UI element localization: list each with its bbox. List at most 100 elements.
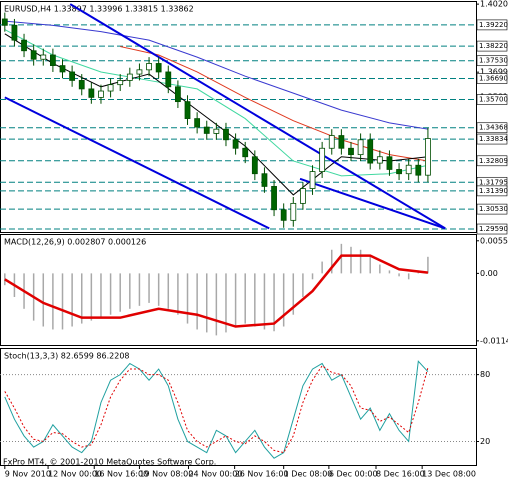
level-label: 1.30530	[479, 205, 508, 213]
level-label: 1.29590	[479, 225, 508, 233]
candle-body	[223, 128, 229, 141]
candle-body	[98, 90, 104, 98]
candle-body	[271, 186, 277, 211]
x-tick-label: 26 Nov 16:00	[235, 470, 289, 479]
candle-body	[174, 86, 181, 103]
candle-body	[386, 156, 393, 170]
candle-body	[117, 80, 124, 86]
line	[4, 33, 428, 196]
panel-title: Stoch(13,3,3) 82.6599 86.2208	[4, 352, 130, 361]
candle-body	[126, 73, 133, 81]
x-tick-label: 24 Nov 00:00	[188, 470, 242, 479]
level-label-box	[476, 203, 508, 215]
level-label-box	[476, 185, 508, 197]
candle-body	[338, 135, 345, 149]
level-label: 1.33834	[479, 135, 508, 143]
line	[120, 46, 429, 162]
level-label: 1.39220	[479, 21, 508, 29]
level-label: 1.35700	[479, 96, 508, 104]
panel-title: MACD(12,26,9) 0.002807 0.000126	[4, 238, 146, 247]
y-tick-label: 0.00	[480, 269, 498, 278]
candle-body	[184, 101, 191, 119]
candle-body	[21, 39, 27, 52]
candle-body	[165, 71, 172, 88]
y-tick-label: 80	[480, 370, 490, 379]
y-tick-label: 1.40200	[480, 0, 508, 9]
level-label: 1.31795	[479, 178, 508, 186]
level-label-box	[476, 94, 508, 105]
stoch-panel	[0, 348, 477, 466]
line	[4, 360, 429, 459]
candle-body	[69, 71, 76, 81]
panel-title: EURUSD,H4 1.33897 1.33996 1.33815 1.3386…	[4, 5, 194, 14]
footer: FxPro MT4, © 2001-2010 MetaQuotes Softwa…	[3, 458, 216, 467]
x-tick-label: 8 Dec 16:00	[376, 470, 425, 479]
candle-body	[11, 24, 18, 41]
candle-body	[107, 84, 114, 92]
candle-body	[49, 54, 56, 66]
candle-body	[290, 202, 297, 221]
candle-body	[251, 156, 258, 175]
line	[4, 96, 270, 230]
candle-body	[40, 54, 47, 60]
level-label: 1.36690	[479, 75, 508, 83]
level-label: 1.31390	[479, 187, 508, 195]
candle-body	[367, 139, 374, 164]
candle-body	[213, 128, 220, 134]
level-label: 1.32809	[479, 157, 508, 165]
candle-body	[328, 135, 335, 149]
y-tick-label: 20	[480, 437, 490, 446]
level-label-box	[476, 40, 508, 52]
x-tick-label: 19 Nov 08:00	[139, 470, 193, 479]
candle-body	[78, 80, 85, 90]
candle-body	[309, 171, 316, 189]
candle-body	[1, 18, 8, 26]
candle-body	[280, 209, 287, 221]
level-label: 1.38220	[479, 42, 508, 50]
level-label-box	[476, 155, 508, 167]
candle-body	[155, 63, 162, 73]
candle-body	[425, 138, 431, 176]
level-label: 1.37530	[479, 57, 508, 65]
level-label-box	[476, 133, 508, 145]
candle-body	[348, 147, 354, 156]
x-tick-label: 9 Nov 2010	[5, 470, 51, 479]
x-tick-label: 16 Nov 16:00	[94, 470, 148, 479]
candle-body	[357, 139, 364, 156]
candle-body	[194, 118, 201, 128]
candle-body	[242, 147, 249, 158]
candle-body	[261, 173, 268, 187]
x-tick-label: 6 Dec 00:00	[329, 470, 378, 479]
macd-panel	[0, 234, 477, 346]
x-tick-label: 13 Dec 08:00	[422, 470, 476, 479]
y-tick-label: 1.36990	[480, 68, 508, 77]
candle-body	[88, 88, 95, 98]
line	[4, 29, 429, 177]
x-tick-label: 12 Nov 00:00	[48, 470, 102, 479]
candle-body	[396, 169, 402, 175]
candle-body	[136, 69, 143, 75]
candle-body	[59, 65, 66, 73]
candle-body	[319, 147, 326, 172]
line	[4, 365, 429, 454]
line	[4, 20, 429, 130]
candle-body	[300, 188, 306, 204]
candle-body	[376, 156, 383, 164]
level-label-box	[476, 73, 508, 84]
candle-body	[405, 164, 412, 175]
level-label-box	[476, 19, 508, 31]
y-tick-label: -0.01143	[480, 336, 508, 345]
price-panel	[0, 1, 477, 233]
line	[299, 177, 446, 230]
candle-body	[415, 164, 422, 176]
candle-body	[146, 63, 152, 71]
x-tick-label: 1 Dec 08:00	[284, 470, 333, 479]
level-label: 1.34368	[479, 124, 508, 132]
y-tick-label: 0.00552	[480, 236, 508, 245]
candle-body	[232, 139, 239, 149]
level-label-box	[476, 55, 508, 67]
line	[69, 3, 446, 230]
candle-body	[30, 50, 37, 60]
